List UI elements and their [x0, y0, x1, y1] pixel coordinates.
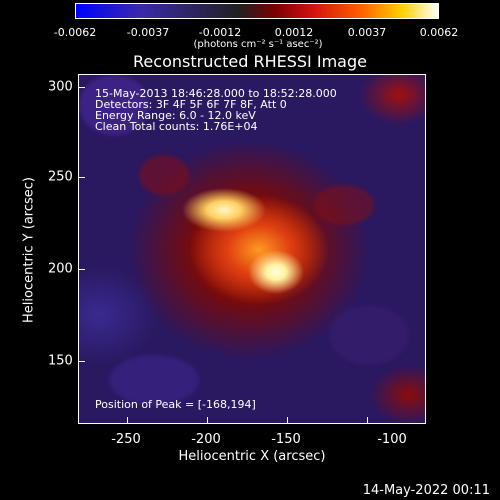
x-tick-label: -250 [111, 432, 141, 447]
y-tick-mark [79, 269, 85, 270]
timestamp: 14-May-2022 00:11 [362, 483, 490, 498]
plot-title: Reconstructed RHESSI Image [133, 52, 367, 71]
rhessi-image [78, 74, 426, 424]
colorbar-tick: -0.0012 [198, 26, 242, 39]
colorbar-tick: 0.0012 [274, 26, 314, 39]
x-tick-label: -100 [377, 432, 407, 447]
y-axis-title: Heliocentric Y (arcsec) [21, 177, 37, 323]
y-tick-mark [79, 361, 85, 362]
image-region [139, 155, 189, 195]
colorbar-unit: (photons cm⁻² s⁻¹ asec⁻²) [193, 39, 323, 50]
y-tick-label: 200 [48, 261, 73, 277]
y-tick-label: 150 [48, 353, 73, 369]
image-region [79, 75, 149, 135]
y-tick-label: 250 [48, 169, 73, 185]
info-detectors: Detectors: 3F 4F 5F 6F 7F 8F, Att 0 [95, 98, 287, 111]
x-tick-label: -200 [191, 432, 221, 447]
x-tick-mark [127, 417, 128, 423]
colorbar-tick: -0.0062 [53, 26, 97, 39]
image-region [329, 305, 409, 365]
info-energy-range: Energy Range: 6.0 - 12.0 keV [95, 109, 256, 122]
x-tick-mark [207, 417, 208, 423]
x-tick-mark [367, 417, 368, 423]
y-tick-mark [79, 177, 85, 178]
x-tick-mark [287, 417, 288, 423]
image-region [109, 355, 199, 405]
info-counts: Clean Total counts: 1.76E+04 [95, 120, 258, 133]
colorbar [75, 3, 439, 19]
y-tick-label: 300 [48, 79, 73, 95]
image-region [314, 185, 374, 225]
info-time-range: 15-May-2013 18:46:28.000 to 18:52:28.000 [95, 87, 337, 100]
colorbar-tick: 0.0037 [347, 26, 387, 39]
x-axis-title: Heliocentric X (arcsec) [178, 449, 326, 464]
colorbar-tick: 0.0062 [419, 26, 459, 39]
colorbar-tick: -0.0037 [126, 26, 170, 39]
y-tick-mark [79, 87, 85, 88]
x-tick-label: -150 [271, 432, 301, 447]
peak-position: Position of Peak = [-168,194] [95, 398, 256, 411]
